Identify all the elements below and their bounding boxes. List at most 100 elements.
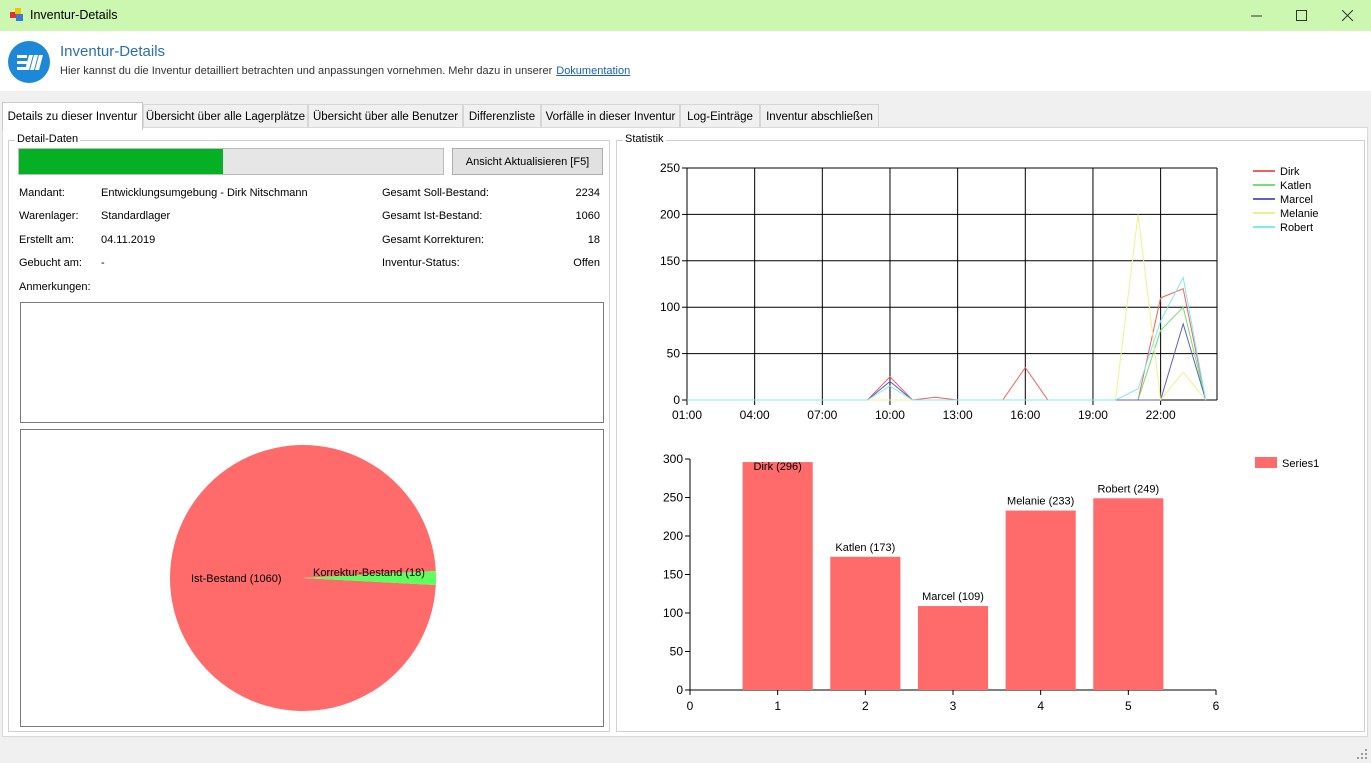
gebucht-label: Gebucht am: bbox=[19, 257, 82, 269]
pie-chart-panel: Ist-Bestand (1060) Korrektur-Bestand (18) bbox=[20, 429, 604, 727]
resize-grip-icon[interactable] bbox=[1357, 749, 1367, 759]
soll-value: 2234 bbox=[575, 187, 600, 199]
y-tick-label: 0 bbox=[676, 683, 683, 697]
mandant-value: Entwicklungsumgebung - Dirk Nitschmann bbox=[101, 187, 308, 199]
legend-swatch bbox=[1255, 457, 1277, 468]
bar bbox=[1093, 498, 1164, 690]
maximize-icon bbox=[1295, 10, 1307, 21]
erstellt-value: 04.11.2019 bbox=[101, 234, 156, 246]
bar bbox=[830, 556, 901, 690]
series-line-dirk bbox=[687, 287, 1207, 401]
anmerkungen-textarea[interactable] bbox=[20, 302, 604, 423]
progress-bar bbox=[18, 148, 444, 175]
detail-group-title: Detail-Daten bbox=[15, 133, 81, 145]
x-tick-label: 4 bbox=[1037, 699, 1044, 713]
lager-label: Warenlager: bbox=[19, 210, 79, 222]
bar-label: Dirk (296) bbox=[754, 461, 802, 473]
window-title: Inventur-Details bbox=[30, 8, 118, 22]
pie-label: Korrektur-Bestand (18) bbox=[313, 567, 425, 579]
bar-label: Marcel (109) bbox=[922, 591, 984, 603]
y-tick-label: 300 bbox=[663, 452, 683, 466]
x-tick-label: 3 bbox=[950, 699, 957, 713]
y-tick-label: 100 bbox=[660, 300, 680, 314]
detail-group bbox=[8, 140, 610, 732]
pie-chart: Ist-Bestand (1060) Korrektur-Bestand (18) bbox=[170, 445, 436, 711]
status-bar bbox=[0, 740, 1371, 763]
header-subtitle-text: Hier kannst du die Inventur detailliert … bbox=[60, 65, 553, 77]
close-button[interactable] bbox=[1324, 0, 1370, 31]
soll-label: Gesamt Soll-Bestand: bbox=[382, 187, 489, 199]
y-tick-label: 0 bbox=[673, 393, 680, 407]
tab-differenzliste[interactable]: Differenzliste bbox=[463, 104, 541, 128]
header-title: Inventur-Details bbox=[60, 43, 166, 60]
x-tick-label: 07:00 bbox=[807, 408, 837, 422]
y-tick-label: 150 bbox=[663, 568, 683, 582]
korrekturen-label: Gesamt Korrekturen: bbox=[382, 234, 485, 246]
y-tick-label: 50 bbox=[667, 347, 681, 361]
x-tick-label: 16:00 bbox=[1010, 408, 1040, 422]
anmerkungen-label: Anmerkungen: bbox=[19, 281, 91, 293]
x-tick-label: 0 bbox=[687, 699, 694, 713]
gebucht-value: - bbox=[101, 257, 105, 269]
bar bbox=[742, 462, 813, 690]
tab-abschliessen[interactable]: Inventur abschließen bbox=[760, 104, 879, 128]
y-tick-label: 50 bbox=[670, 645, 684, 659]
header-panel bbox=[0, 31, 1371, 91]
x-tick-label: 6 bbox=[1213, 699, 1220, 713]
tab-benutzer[interactable]: Übersicht über alle Benutzer bbox=[308, 104, 463, 128]
x-tick-label: 01:00 bbox=[672, 408, 702, 422]
lager-value: Standardlager bbox=[101, 210, 171, 222]
bar bbox=[1005, 510, 1076, 690]
x-tick-label: 1 bbox=[774, 699, 781, 713]
tab-details[interactable]: Details zu dieser Inventur bbox=[2, 102, 143, 130]
maximize-button[interactable] bbox=[1278, 0, 1324, 31]
header-subtitle: Hier kannst du die Inventur detailliert … bbox=[60, 65, 630, 77]
mandant-label: Mandant: bbox=[19, 187, 65, 199]
ist-label: Gesamt Ist-Bestand: bbox=[382, 210, 483, 222]
close-icon bbox=[1341, 10, 1353, 21]
legend-label: Robert bbox=[1280, 222, 1313, 234]
y-tick-label: 200 bbox=[663, 529, 683, 543]
status-label: Inventur-Status: bbox=[382, 257, 460, 269]
x-tick-label: 19:00 bbox=[1078, 408, 1108, 422]
series-line-robert bbox=[687, 275, 1207, 401]
legend-label: Melanie bbox=[1280, 208, 1319, 220]
app-icon bbox=[10, 8, 23, 21]
legend-label: Series1 bbox=[1282, 458, 1319, 470]
title-bar: Inventur-Details bbox=[0, 0, 1371, 31]
tab-lagerplaetze[interactable]: Übersicht über alle Lagerplätze bbox=[143, 104, 308, 128]
logo-icon bbox=[17, 55, 43, 70]
erstellt-label: Erstellt am: bbox=[19, 234, 75, 246]
x-tick-label: 13:00 bbox=[943, 408, 973, 422]
bar-chart: 0 50 100 150 200 250 300 0 1 2 3 4 5 6 Dirk (296) Katle… bbox=[663, 452, 1319, 713]
tab-vorfaelle[interactable]: Vorfälle in dieser Inventur bbox=[541, 104, 680, 128]
legend-label: Marcel bbox=[1280, 194, 1313, 206]
y-tick-label: 250 bbox=[663, 491, 683, 505]
refresh-button[interactable]: Ansicht Aktualisieren [F5] bbox=[452, 148, 603, 175]
ist-value: 1060 bbox=[575, 210, 600, 222]
documentation-link[interactable]: Dokumentation bbox=[556, 65, 631, 77]
tab-log[interactable]: Log-Einträge bbox=[680, 104, 760, 128]
bar-label: Robert (249) bbox=[1097, 483, 1159, 495]
korrekturen-value: 18 bbox=[587, 234, 600, 246]
y-tick-label: 250 bbox=[660, 161, 680, 175]
pie-slice bbox=[170, 445, 436, 711]
bar bbox=[917, 606, 989, 690]
y-tick-label: 200 bbox=[660, 207, 680, 221]
y-tick-label: 100 bbox=[663, 606, 683, 620]
x-tick-label: 5 bbox=[1125, 699, 1132, 713]
app-logo bbox=[8, 41, 50, 83]
x-tick-label: 22:00 bbox=[1146, 408, 1176, 422]
y-tick-label: 150 bbox=[660, 254, 680, 268]
minimize-button[interactable] bbox=[1233, 0, 1279, 31]
pie-label: Ist-Bestand (1060) bbox=[191, 573, 282, 585]
statistik-group bbox=[616, 140, 1365, 732]
statistik-group-title: Statistik bbox=[623, 133, 666, 145]
x-tick-label: 04:00 bbox=[740, 408, 770, 422]
minimize-icon bbox=[1250, 15, 1262, 17]
x-tick-label: 2 bbox=[862, 699, 869, 713]
legend-label: Katlen bbox=[1280, 180, 1311, 192]
legend-label: Dirk bbox=[1280, 166, 1300, 178]
x-tick-label: 10:00 bbox=[875, 408, 905, 422]
bar-label: Katlen (173) bbox=[835, 542, 895, 554]
